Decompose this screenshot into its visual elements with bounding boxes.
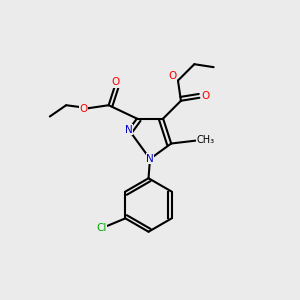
Text: Cl: Cl (96, 223, 107, 233)
Text: CH₃: CH₃ (196, 135, 214, 145)
Text: O: O (169, 71, 177, 81)
Text: N: N (125, 125, 133, 135)
Text: O: O (111, 77, 119, 87)
Text: O: O (80, 104, 88, 114)
Text: O: O (201, 91, 209, 101)
Text: N: N (146, 154, 154, 164)
